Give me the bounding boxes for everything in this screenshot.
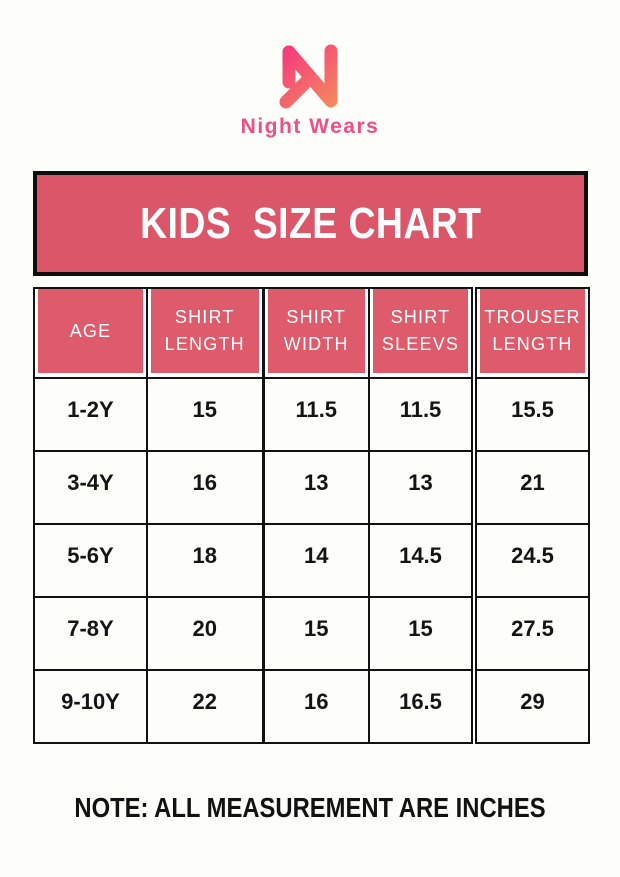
shirt-sleevs-cell: 13 [368,450,475,525]
header-row: AGE SHIRT LENGTH SHIRT WIDTH SHIRT SLEEV… [33,287,590,379]
table-row: 9-10Y 22 16 16.5 29 [33,669,590,744]
shirt-width-cell: 15 [261,596,370,671]
shirt-length-cell: 22 [146,669,264,744]
night-wears-logo-icon [279,44,338,109]
shirt-length-cell: 16 [146,450,264,525]
shirt-sleevs-cell: 16.5 [368,669,475,744]
shirt-sleevs-cell: 11.5 [368,377,475,452]
trouser-length-cell: 24.5 [471,523,590,598]
column-header-age: AGE [33,287,148,379]
brand-header: Night Wears [0,0,620,139]
trouser-length-cell: 29 [471,669,590,744]
page-title: KIDS SIZE CHART [139,198,482,248]
column-header-label: SHIRT WIDTH [283,307,349,354]
brand-wordmark: Night Wears [240,115,380,138]
shirt-length-cell: 15 [146,377,264,452]
column-header-shirt-width: SHIRT WIDTH [261,287,370,379]
column-header-label: AGE [69,320,112,341]
table-row: 1-2Y 15 11.5 11.5 15.5 [33,377,590,452]
measurement-note: NOTE: ALL MEASUREMENT ARE INCHES [74,792,546,823]
trouser-length-cell: 21 [471,450,590,525]
shirt-sleevs-cell: 15 [368,596,475,671]
size-chart-banner: KIDS SIZE CHART [33,171,588,276]
shirt-width-cell: 16 [261,669,370,744]
age-cell: 7-8Y [33,596,148,671]
column-header-shirt-length: SHIRT LENGTH [146,287,264,379]
trouser-length-cell: 15.5 [471,377,590,452]
shirt-width-cell: 14 [261,523,370,598]
column-header-trouser-length: TROUSER LENGTH [471,287,590,379]
age-cell: 9-10Y [33,669,148,744]
column-header-shirt-sleevs: SHIRT SLEEVS [368,287,475,379]
table-row: 7-8Y 20 15 15 27.5 [33,596,590,671]
table-row: 3-4Y 16 13 13 21 [33,450,590,525]
age-cell: 3-4Y [33,450,148,525]
age-cell: 1-2Y [33,377,148,452]
shirt-width-cell: 13 [261,450,370,525]
trouser-length-cell: 27.5 [471,596,590,671]
shirt-length-cell: 18 [146,523,264,598]
column-header-label: SHIRT LENGTH [164,307,245,354]
shirt-sleevs-cell: 14.5 [368,523,475,598]
column-header-label: TROUSER LENGTH [484,307,581,354]
size-chart-table: AGE SHIRT LENGTH SHIRT WIDTH SHIRT SLEEV… [33,287,590,744]
shirt-width-cell: 11.5 [261,377,370,452]
column-header-label: SHIRT SLEEVS [381,307,460,354]
shirt-length-cell: 20 [146,596,264,671]
table-row: 5-6Y 18 14 14.5 24.5 [33,523,590,598]
age-cell: 5-6Y [33,523,148,598]
